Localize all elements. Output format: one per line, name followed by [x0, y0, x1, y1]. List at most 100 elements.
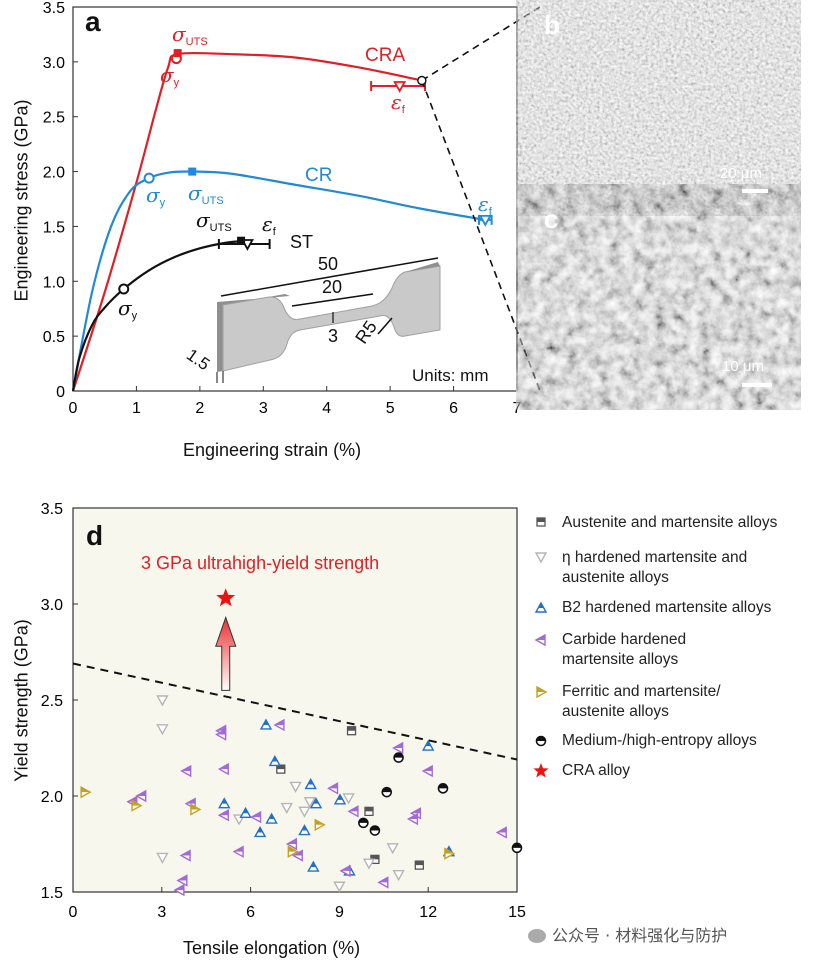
right-triangle-marker-fill	[132, 800, 142, 806]
cr-series-label: CR	[305, 165, 333, 186]
down-triangle-marker	[392, 870, 405, 882]
cr-fracture-marker	[478, 214, 492, 227]
legend-item-austenite: Austenite and martensite alloys	[562, 514, 778, 531]
scale-bar-b	[742, 189, 768, 193]
legend-item-cra: CRA alloy	[562, 762, 631, 779]
dimension-arrow-r5	[377, 317, 393, 335]
cra-curve	[71, 51, 423, 392]
left-triangle-marker-fill	[136, 791, 146, 796]
scale-label-c: 10 μm	[722, 358, 764, 375]
left-triangle-marker-fill	[423, 766, 433, 772]
left-triangle-marker-fill	[177, 875, 187, 881]
x-tick-label: 0	[69, 400, 78, 417]
specimen-side	[217, 294, 290, 372]
y-tick-label: 1.0	[43, 274, 65, 291]
x-tick-label: 6	[449, 400, 458, 417]
sem-image-b	[540, 7, 777, 197]
left-triangle-marker-fill	[287, 839, 297, 844]
left-triangle-marker-fill	[411, 808, 421, 814]
left-triangle-marker-fill	[348, 806, 358, 812]
series-up-triangle	[218, 718, 456, 876]
right-triangle-marker-fill	[288, 846, 298, 852]
left-triangle-marker-fill	[328, 783, 338, 789]
legend-item-entropy: Medium-/high-entropy alloys	[562, 732, 757, 749]
cra-series-label: CRA	[365, 45, 406, 66]
down-triangle-marker	[156, 724, 169, 736]
panel-a-y-axis-title: Engineering stress (GPa)	[11, 99, 32, 302]
left-triangle-marker-fill	[340, 865, 350, 871]
panel-a-axes-frame	[72, 6, 518, 392]
up-triangle-marker-fill	[257, 827, 264, 833]
series-down-triangle	[156, 695, 405, 893]
up-triangle-marker-fill	[538, 603, 544, 608]
st-uts-label: σUTS	[196, 208, 232, 234]
x-tick-label: 9	[335, 904, 344, 921]
square-marker-fill	[537, 518, 545, 522]
pentagon-marker-fill	[536, 736, 546, 741]
y-tick-label: 3.5	[43, 0, 65, 17]
up-triangle-marker-fill	[336, 794, 343, 800]
cr-uts-label: σUTS	[188, 181, 224, 207]
down-triangle-marker	[362, 858, 376, 870]
left-triangle-marker-fill	[234, 846, 244, 852]
left-triangle-marker-fill	[393, 743, 403, 748]
right-triangle-marker-fill	[81, 787, 91, 793]
pentagon-marker-fill	[358, 818, 368, 823]
left-triangle-marker-fill	[186, 798, 196, 804]
y-tick-label: 2.5	[41, 693, 63, 710]
left-triangle-marker-fill	[181, 850, 191, 856]
sem-image-c	[540, 203, 777, 391]
cra-yield-label: σy	[160, 63, 180, 89]
up-triangle-marker-fill	[268, 814, 275, 820]
x-tick-label: 3	[259, 400, 268, 417]
down-triangle-marker	[534, 552, 548, 564]
left-triangle-marker-fill	[274, 719, 284, 725]
x-tick-label: 12	[419, 904, 437, 921]
x-tick-label: 0	[69, 904, 78, 921]
square-marker-fill	[370, 855, 379, 860]
series-square	[276, 726, 424, 870]
up-triangle-marker-fill	[271, 756, 278, 762]
up-triangle-marker-fill	[301, 825, 308, 831]
square-marker-fill	[365, 807, 373, 812]
zoom-connector-top	[421, 6, 541, 82]
x-tick-label: 2	[195, 400, 204, 417]
scale-label-b: 20 μm	[720, 165, 762, 182]
pentagon-marker-fill	[512, 843, 522, 848]
inset-units: Units: mm	[412, 366, 489, 385]
y-tick-label: 2.0	[43, 165, 65, 182]
left-triangle-marker-fill	[536, 635, 545, 640]
boundary-dashed-line	[72, 662, 518, 761]
panel-d-plot: 0 3 6 9 12 15 1.5 2.0 2.5 3.0 3.5	[41, 501, 549, 921]
right-triangle-marker-fill	[315, 819, 325, 825]
down-triangle-marker	[289, 781, 302, 793]
right-triangle-marker-fill	[537, 687, 546, 692]
panel-d-y-axis-title: Yield strength (GPa)	[11, 619, 32, 782]
y-tick-label: 1.5	[43, 219, 65, 236]
down-triangle-marker	[156, 852, 169, 864]
down-triangle-marker	[156, 695, 169, 707]
dimension-arrow-20	[291, 293, 374, 307]
square-marker-fill	[276, 765, 285, 770]
up-triangle-marker-fill	[310, 862, 317, 868]
pentagon-marker-fill	[370, 826, 380, 831]
left-triangle-marker-fill	[378, 877, 388, 883]
pentagon-marker-fill	[382, 787, 392, 793]
panel-label-a: a	[85, 6, 101, 37]
left-triangle-marker-fill	[181, 766, 191, 772]
x-tick-label: 1	[132, 400, 141, 417]
pentagon-marker-fill	[438, 783, 448, 789]
left-triangle-marker-fill	[293, 850, 303, 856]
y-tick-label: 3.0	[43, 55, 65, 72]
pentagon-marker-fill	[394, 753, 404, 758]
down-triangle-marker	[386, 843, 399, 855]
zoom-connector-bottom	[421, 80, 541, 392]
legend-item-b2: B2 hardened martensite alloys	[562, 599, 772, 616]
st-yield-marker	[118, 283, 130, 295]
legend-item-eta: η hardened martensite and austenite alloy…	[562, 549, 748, 586]
y-tick-label: 3.5	[41, 501, 63, 518]
series-pentagon	[358, 752, 523, 854]
panel-d-x-axis-title: Tensile elongation (%)	[183, 938, 361, 958]
panel-label-b: b	[544, 10, 560, 40]
left-triangle-marker-fill	[219, 764, 229, 770]
